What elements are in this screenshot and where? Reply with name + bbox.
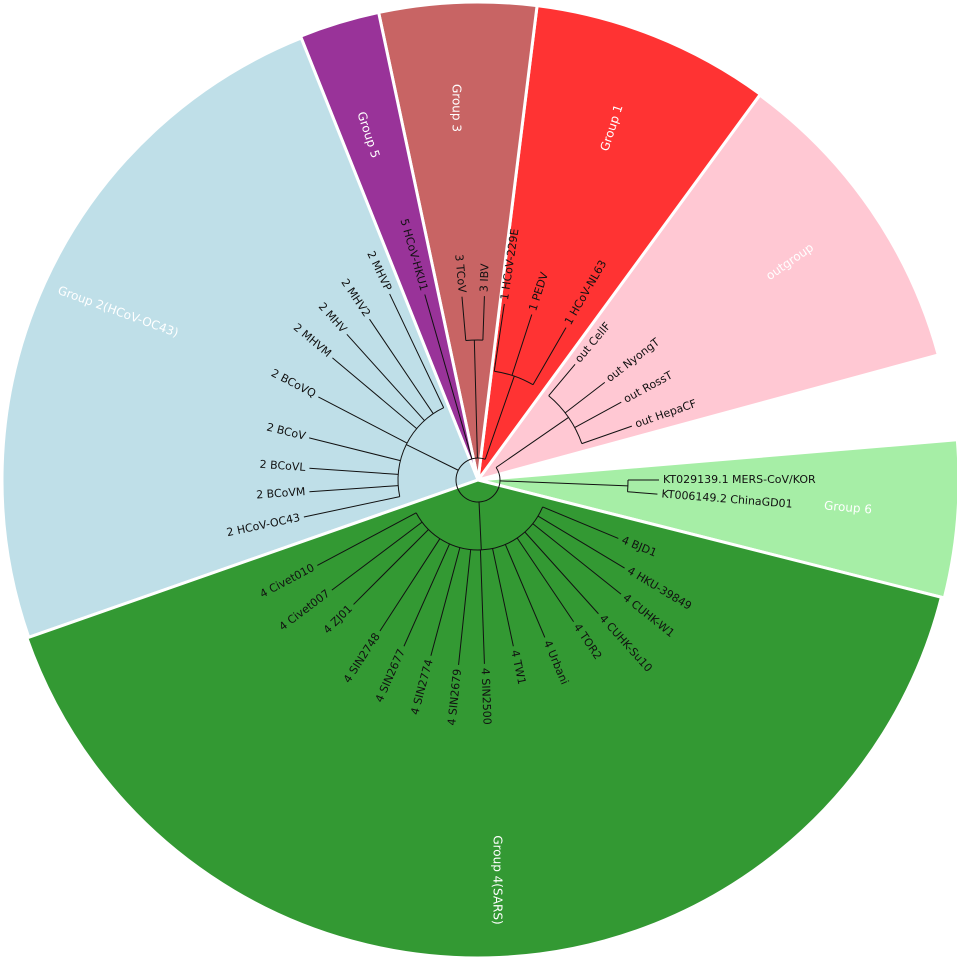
branch bbox=[532, 327, 567, 385]
branch bbox=[479, 549, 485, 664]
branch bbox=[548, 364, 576, 397]
branch bbox=[482, 296, 485, 341]
leaf-label: 2 BCoVM bbox=[256, 485, 306, 501]
branch bbox=[574, 401, 622, 428]
branch bbox=[458, 549, 472, 666]
clade-wedge bbox=[0, 36, 480, 640]
branch bbox=[499, 480, 628, 487]
branch bbox=[465, 339, 483, 342]
clade-wedge bbox=[376, 0, 539, 481]
branch bbox=[461, 296, 467, 341]
branch bbox=[424, 294, 468, 442]
branch bbox=[581, 425, 633, 445]
branch bbox=[524, 531, 599, 615]
branch bbox=[504, 544, 546, 638]
branch bbox=[466, 441, 473, 459]
branch bbox=[379, 538, 441, 632]
clade-wedge bbox=[475, 3, 763, 486]
leaf-label: 2 BCoVL bbox=[259, 458, 307, 474]
branch bbox=[493, 303, 505, 372]
branch bbox=[532, 523, 622, 595]
branch bbox=[455, 457, 501, 503]
branch bbox=[331, 521, 423, 591]
branch bbox=[564, 381, 606, 414]
leaf-label: 3 IBV bbox=[478, 263, 492, 292]
branch bbox=[309, 485, 399, 493]
branch bbox=[406, 444, 459, 471]
branch bbox=[332, 357, 418, 429]
branch bbox=[542, 506, 619, 539]
branch bbox=[403, 543, 450, 647]
branch bbox=[430, 547, 461, 656]
branch bbox=[389, 293, 445, 408]
leaf-label: 4 SIN2679 bbox=[445, 668, 464, 726]
clade-wedge bbox=[477, 438, 957, 600]
group-label: Group 3 bbox=[450, 84, 464, 132]
branch bbox=[317, 512, 417, 566]
branch bbox=[318, 396, 408, 444]
branch bbox=[309, 437, 401, 462]
branch bbox=[473, 340, 478, 459]
clade-wedge bbox=[474, 92, 941, 483]
branch bbox=[495, 417, 569, 468]
clade-wedge bbox=[24, 478, 944, 957]
leaf-label: 3 TCoV bbox=[452, 254, 468, 294]
leaf-label: KT029139.1 MERS-CoV/KOR bbox=[663, 473, 816, 486]
branch bbox=[516, 537, 575, 623]
clade-wedge bbox=[298, 10, 480, 481]
branch bbox=[369, 318, 434, 414]
group-label: Group 4(SARS) bbox=[491, 835, 505, 924]
branch bbox=[537, 515, 625, 569]
leaf-label: 4 SIN2500 bbox=[479, 668, 494, 725]
branch bbox=[492, 548, 514, 647]
branch bbox=[627, 491, 658, 495]
branch bbox=[511, 314, 533, 376]
branch bbox=[478, 501, 482, 550]
branch bbox=[346, 334, 425, 421]
branch bbox=[309, 467, 399, 475]
branch bbox=[484, 375, 515, 460]
branch bbox=[353, 529, 429, 605]
group-label: Group 6 bbox=[824, 498, 873, 516]
branch bbox=[303, 496, 400, 518]
